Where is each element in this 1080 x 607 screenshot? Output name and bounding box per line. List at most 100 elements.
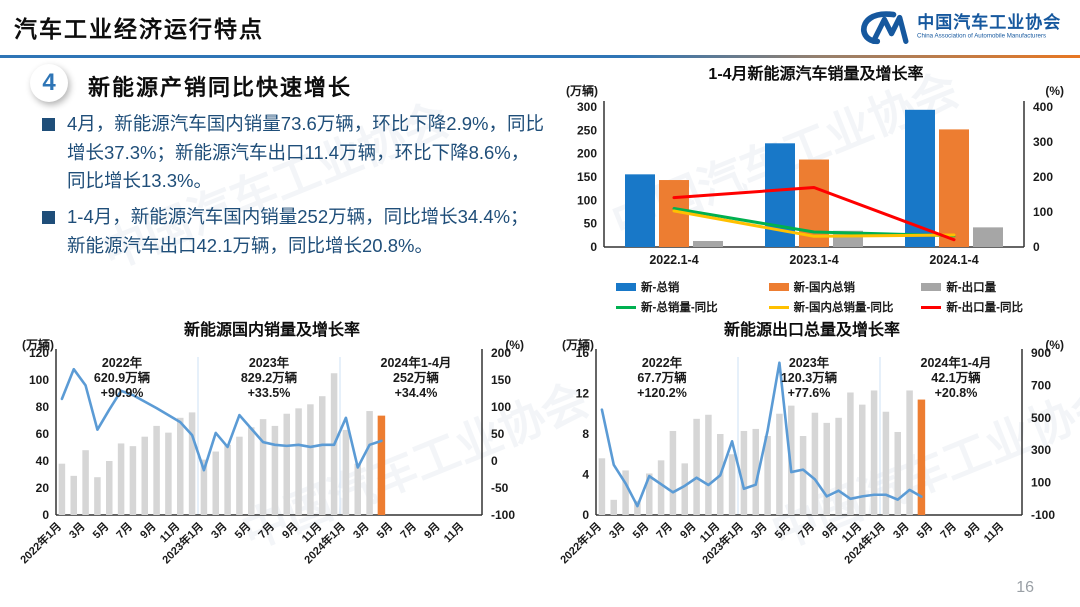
svg-text:3月: 3月 xyxy=(208,520,229,541)
legend-label: 新-国内总销量-同比 xyxy=(793,302,894,314)
svg-text:(万辆): (万辆) xyxy=(22,337,54,352)
svg-text:(%): (%) xyxy=(1045,84,1064,98)
legend-row: 新-总销 新-国内总销 新-出口量 xyxy=(616,279,1074,295)
svg-text:5月: 5月 xyxy=(90,520,111,541)
legend-line-swatch xyxy=(921,305,942,309)
page-number: 16 xyxy=(1016,579,1034,596)
svg-text:3月: 3月 xyxy=(350,520,371,541)
svg-text:9月: 9月 xyxy=(137,520,158,541)
legend-line-swatch xyxy=(768,305,789,309)
legend-bar-swatch xyxy=(768,283,789,291)
svg-text:7月: 7月 xyxy=(796,520,817,541)
svg-text:60: 60 xyxy=(36,427,50,441)
export-chart-plot: (万辆) (%) 0 4 8 12 16 -100 100 300 500 700 900 2022年1月… xyxy=(557,337,1064,566)
svg-text:(%): (%) xyxy=(1045,338,1064,352)
legend-label: 新-总销 xyxy=(641,282,680,294)
svg-text:2023.1-4: 2023.1-4 xyxy=(789,253,838,267)
domestic-sales-chart: 新能源国内销量及增长率 (万辆) (%) 0 20 40 60 80 100 120 -100 -5… xyxy=(12,316,532,591)
legend-bar-swatch xyxy=(616,283,636,291)
bullet-text: 4月，新能源汽车国内销量73.6万辆，环比下降2.9%，同比增长37.3%；新能… xyxy=(67,113,544,192)
svg-text:7月: 7月 xyxy=(654,520,675,541)
svg-text:7月: 7月 xyxy=(256,520,277,541)
svg-text:250: 250 xyxy=(577,123,597,137)
svg-text:500: 500 xyxy=(1031,411,1051,425)
svg-text:2024.1-4: 2024.1-4 xyxy=(929,253,978,267)
chart-title: 新能源出口总量及增长率 xyxy=(723,322,900,339)
svg-text:7月: 7月 xyxy=(114,520,135,541)
svg-text:700: 700 xyxy=(1031,378,1051,392)
svg-text:2022年1月: 2022年1月 xyxy=(17,519,64,566)
svg-text:3月: 3月 xyxy=(606,520,627,541)
section-heading: 新能源产销同比快速增长 xyxy=(88,75,353,100)
legend-item: 新-出口量 xyxy=(921,279,1074,295)
svg-text:(万辆): (万辆) xyxy=(566,83,598,98)
svg-text:0: 0 xyxy=(42,508,49,522)
svg-text:5月: 5月 xyxy=(374,520,395,541)
svg-text:5月: 5月 xyxy=(232,520,253,541)
legend-label: 新-出口量 xyxy=(946,282,997,294)
legend-item: 新-总销 xyxy=(616,279,769,295)
svg-text:900: 900 xyxy=(1031,346,1051,360)
svg-text:200: 200 xyxy=(577,147,597,161)
legend-label: 新-出口量-同比 xyxy=(946,302,1024,314)
svg-text:4: 4 xyxy=(582,468,589,482)
svg-text:5月: 5月 xyxy=(914,520,935,541)
svg-text:8: 8 xyxy=(582,427,589,441)
svg-text:80: 80 xyxy=(36,400,50,414)
legend-item: 新-国内总销 xyxy=(768,279,922,295)
legend-label: 新-国内总销 xyxy=(793,282,856,294)
bullet-square-icon xyxy=(42,211,55,225)
svg-text:50: 50 xyxy=(491,427,505,441)
caam-logo: 中国汽车工业协会 China Association of Automobile… xyxy=(854,6,1064,48)
svg-text:0: 0 xyxy=(590,240,597,254)
svg-text:3月: 3月 xyxy=(66,520,87,541)
chart-title: 1-4月新能源汽车销量及增长率 xyxy=(708,66,924,83)
svg-text:300: 300 xyxy=(1031,443,1051,457)
bullet-text: 1-4月，新能源汽车国内销量252万辆，同比增长34.4%；新能源汽车出口42.… xyxy=(67,206,529,256)
svg-text:40: 40 xyxy=(36,454,50,468)
legend-bar-swatch xyxy=(921,283,942,291)
svg-text:150: 150 xyxy=(491,373,511,387)
legend-line-swatch xyxy=(616,305,636,309)
svg-text:7月: 7月 xyxy=(938,520,959,541)
svg-text:100: 100 xyxy=(491,400,511,414)
legend-item: 新-总销量-同比 xyxy=(616,299,769,315)
bullet-list: 4月，新能源汽车国内销量73.6万辆，环比下降2.9%，同比增长37.3%；新能… xyxy=(40,110,546,267)
svg-text:3月: 3月 xyxy=(890,520,911,541)
svg-text:12: 12 xyxy=(576,387,590,401)
svg-text:9月: 9月 xyxy=(819,520,840,541)
nev-sales-chart: 1-4月新能源汽车销量及增长率 (万辆) (%) 0 50 100 150 200 250 30… xyxy=(558,60,1074,315)
chart-title: 新能源国内销量及增长率 xyxy=(183,322,360,339)
svg-text:11月: 11月 xyxy=(441,520,466,545)
svg-text:0: 0 xyxy=(491,454,498,468)
svg-text:-50: -50 xyxy=(491,481,509,495)
svg-text:0: 0 xyxy=(1033,240,1040,254)
svg-text:16: 16 xyxy=(576,346,590,360)
svg-text:200: 200 xyxy=(491,346,511,360)
logo-org-name-en: China Association of Automobile Manufact… xyxy=(917,32,1047,39)
svg-text:100: 100 xyxy=(1033,205,1053,219)
svg-text:0: 0 xyxy=(582,508,589,522)
header-divider xyxy=(0,55,1080,58)
svg-text:2022.1-4: 2022.1-4 xyxy=(649,253,698,267)
svg-text:400: 400 xyxy=(1033,100,1053,114)
page-title: 汽车工业经济运行特点 xyxy=(14,16,264,42)
svg-text:3月: 3月 xyxy=(748,520,769,541)
svg-text:5月: 5月 xyxy=(630,520,651,541)
svg-text:-100: -100 xyxy=(1031,508,1055,522)
svg-text:20: 20 xyxy=(36,481,50,495)
svg-text:150: 150 xyxy=(577,170,597,184)
legend-label: 新-总销量-同比 xyxy=(641,302,718,314)
legend-item: 新-出口量-同比 xyxy=(921,299,1074,315)
cm-logo-icon xyxy=(854,6,910,48)
svg-text:9月: 9月 xyxy=(677,520,698,541)
svg-text:(%): (%) xyxy=(505,338,524,352)
bullet-item: 4月，新能源汽车国内销量73.6万辆，环比下降2.9%，同比增长37.3%；新能… xyxy=(40,110,546,196)
svg-text:5月: 5月 xyxy=(772,520,793,541)
svg-text:11月: 11月 xyxy=(981,520,1006,545)
section-number-badge: 4 xyxy=(30,64,68,102)
svg-text:300: 300 xyxy=(577,100,597,114)
chart-legend: 新-总销 新-国内总销 新-出口量新-总销量-同比 新-国内总销量-同比 新-出口量-同… xyxy=(616,279,1074,315)
